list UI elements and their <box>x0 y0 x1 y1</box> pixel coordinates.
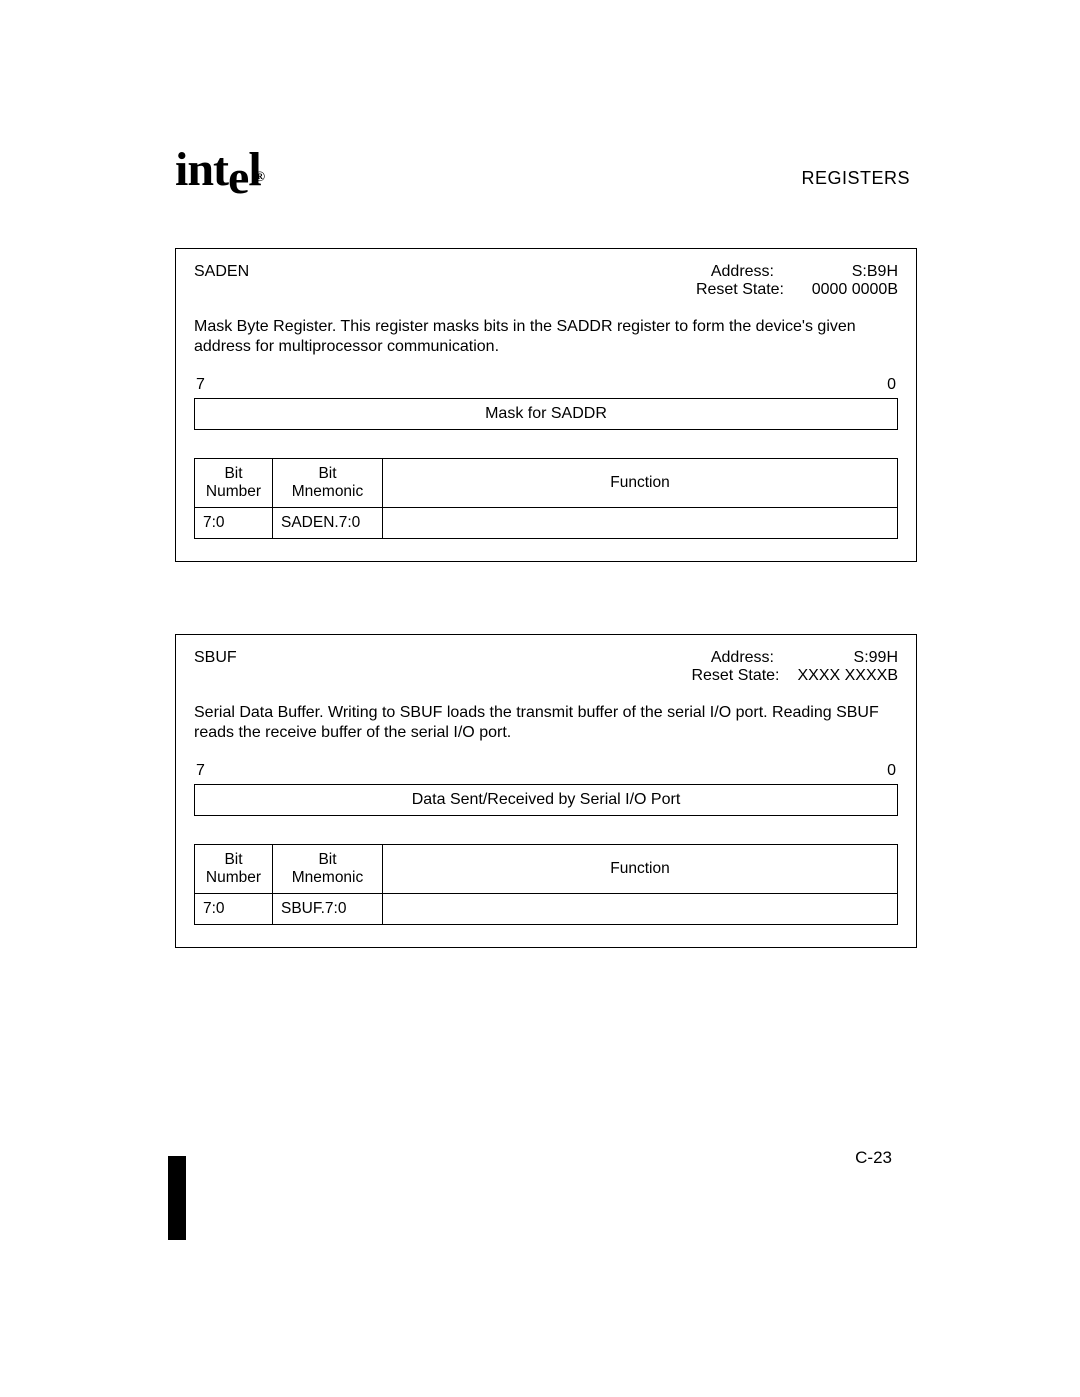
bit-table: Bit Number Bit Mnemonic Function 7:0 SAD… <box>194 458 898 539</box>
register-description: Mask Byte Register. This register masks … <box>194 317 898 358</box>
register-meta: Address: S:B9H Reset State: 0000 0000B <box>674 263 898 299</box>
cell-bit-number: 7:0 <box>195 507 273 538</box>
col-function: Function <box>383 458 898 507</box>
logo-text-int: int <box>175 143 228 196</box>
address-label: Address: <box>674 263 774 281</box>
col-bit-mnemonic: Bit Mnemonic <box>273 844 383 893</box>
reset-value: XXXX XXXXB <box>798 667 899 685</box>
brand-logo: intel® <box>175 142 270 197</box>
bit-hi: 7 <box>196 762 205 780</box>
register-block-sbuf: SBUF Address: S:99H Reset State: XXXX XX… <box>175 634 917 948</box>
register-header: SADEN Address: S:B9H Reset State: 0000 0… <box>194 263 898 299</box>
bit-lo: 0 <box>887 762 896 780</box>
cell-function <box>383 507 898 538</box>
col-bit-number: Bit Number <box>195 844 273 893</box>
table-row: 7:0 SBUF.7:0 <box>195 893 898 924</box>
register-header: SBUF Address: S:99H Reset State: XXXX XX… <box>194 649 898 685</box>
page-number: C-23 <box>855 1148 892 1168</box>
table-header-row: Bit Number Bit Mnemonic Function <box>195 458 898 507</box>
bit-index-labels: 7 0 <box>194 762 898 780</box>
address-value: S:B9H <box>802 263 898 281</box>
register-name: SBUF <box>194 649 237 685</box>
col-bit-mnemonic: Bit Mnemonic <box>273 458 383 507</box>
logo-text-e: e <box>228 151 248 204</box>
col-function: Function <box>383 844 898 893</box>
reset-value: 0000 0000B <box>802 281 898 299</box>
reset-label: Reset State: <box>680 667 780 685</box>
register-description: Serial Data Buffer. Writing to SBUF load… <box>194 703 898 744</box>
section-title: REGISTERS <box>801 168 910 189</box>
logo-registered: ® <box>255 170 264 185</box>
page-edge-mark <box>168 1156 186 1240</box>
cell-bit-mnemonic: SBUF.7:0 <box>273 893 383 924</box>
register-meta: Address: S:99H Reset State: XXXX XXXXB <box>674 649 898 685</box>
content-area: SADEN Address: S:B9H Reset State: 0000 0… <box>175 248 917 1020</box>
bit-lo: 0 <box>887 376 896 394</box>
reset-label: Reset State: <box>684 281 784 299</box>
bitfield-box: Mask for SADDR <box>194 398 898 430</box>
cell-function <box>383 893 898 924</box>
cell-bit-mnemonic: SADEN.7:0 <box>273 507 383 538</box>
register-block-saden: SADEN Address: S:B9H Reset State: 0000 0… <box>175 248 917 562</box>
col-bit-number: Bit Number <box>195 458 273 507</box>
bit-table: Bit Number Bit Mnemonic Function 7:0 SBU… <box>194 844 898 925</box>
table-header-row: Bit Number Bit Mnemonic Function <box>195 844 898 893</box>
cell-bit-number: 7:0 <box>195 893 273 924</box>
bit-hi: 7 <box>196 376 205 394</box>
address-label: Address: <box>674 649 774 667</box>
register-name: SADEN <box>194 263 249 299</box>
bit-index-labels: 7 0 <box>194 376 898 394</box>
address-value: S:99H <box>802 649 898 667</box>
table-row: 7:0 SADEN.7:0 <box>195 507 898 538</box>
bitfield-box: Data Sent/Received by Serial I/O Port <box>194 784 898 816</box>
